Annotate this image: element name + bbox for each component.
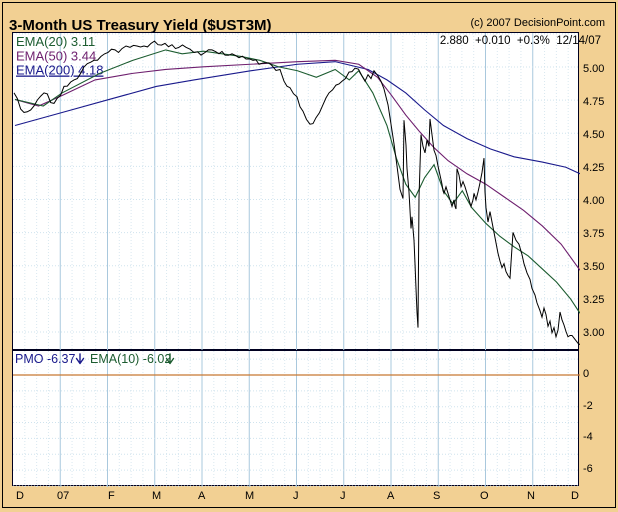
svg-text:EMA(10) -6.02: EMA(10) -6.02: [90, 352, 171, 366]
svg-text:EMA(50) 3.44: EMA(50) 3.44: [16, 49, 96, 64]
svg-text:EMA(20) 3.11: EMA(20) 3.11: [16, 34, 95, 49]
svg-text:PMO -6.37: PMO -6.37: [15, 352, 75, 366]
svg-text:EMA(200) 4.18: EMA(200) 4.18: [16, 63, 103, 78]
